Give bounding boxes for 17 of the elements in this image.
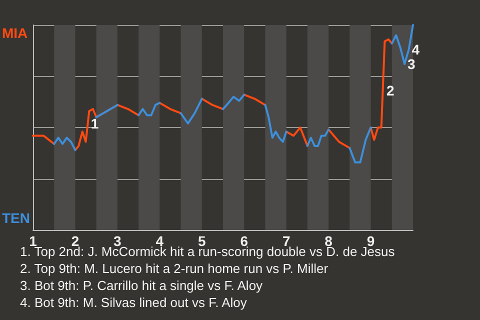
- text: 4. Bot 9th: M. Silvas lined out vs F. Aloy: [20, 295, 248, 310]
- text: 2. Top 9th: M. Lucero hit a 2-run home run vs P. Miller: [20, 261, 329, 276]
- text: MIA: [2, 25, 28, 41]
- x-tick-label: 9: [366, 233, 375, 249]
- x-tick-label: 1: [29, 233, 38, 249]
- annotation: 3: [408, 56, 416, 72]
- x-tick-label: 5: [198, 233, 206, 249]
- x-tick-label: 6: [240, 233, 248, 249]
- text: TEN: [2, 210, 30, 226]
- x-tick-label: 3: [114, 233, 122, 249]
- x-tick-label: 4: [156, 233, 164, 249]
- annotation: 2: [386, 82, 394, 99]
- text: 3. Bot 9th: P. Carrillo hit a single vs F. Aloy: [20, 278, 264, 293]
- x-tick-label: 2: [71, 233, 80, 249]
- x-tick-label: 7: [282, 233, 290, 249]
- annotation: 1: [90, 115, 99, 132]
- annotation: 4: [412, 42, 420, 58]
